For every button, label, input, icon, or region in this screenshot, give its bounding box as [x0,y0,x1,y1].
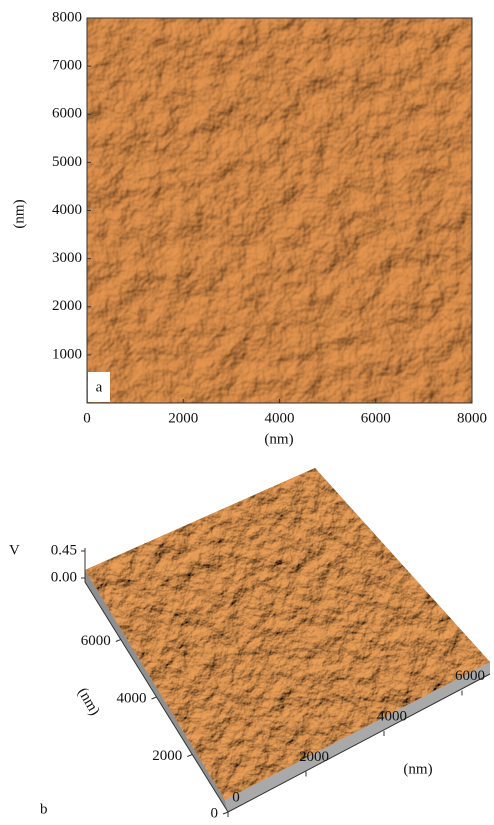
y-tick-label: 6000 [81,633,111,649]
panel-label: b [40,801,48,817]
x-tick-label: 8000 [457,410,487,426]
y-tick [116,640,121,642]
x-tick-label: 6000 [455,668,485,684]
z-tick-label: 0.00 [51,569,77,585]
surface-texture [85,468,490,800]
y-tick-label: 6000 [52,106,82,122]
y-axis-label: (nm) [74,685,102,718]
x-axis-label: (nm) [264,431,293,447]
x-tick-label: 6000 [361,410,391,426]
figure: a (nm) (nm) V (nm) (nm) b 0 2000 4000 6000 8… [0,0,494,825]
z-axis-label: V [9,542,20,558]
x-tick-label: 4000 [265,410,295,426]
x-axis-label: (nm) [403,761,432,777]
y-tick-label: 2000 [52,298,82,314]
z-tick-label: 0.45 [51,542,77,558]
panel-label: a [96,379,103,395]
y-tick [223,812,228,814]
y-tick [187,755,192,757]
y-tick-label: 1000 [52,346,82,362]
y-tick-label: 8000 [52,9,82,25]
y-tick-label: 2000 [152,748,182,764]
y-tick-label: 4000 [117,690,147,706]
x-tick-label: 0 [83,410,91,426]
x-tick-label: 0 [232,789,240,805]
y-tick-label: 4000 [52,202,82,218]
y-tick-label: 3000 [52,250,82,266]
y-tick [152,697,157,699]
y-tick-label: 0 [211,805,219,821]
y-axis-label: (nm) [11,199,27,228]
y-tick-label: 5000 [52,154,82,170]
y-tick-label: 7000 [52,58,82,74]
x-tick-label: 4000 [377,708,407,724]
afm-texture [87,18,472,403]
x-tick-label: 2000 [299,749,329,765]
x-tick-label: 2000 [168,410,198,426]
